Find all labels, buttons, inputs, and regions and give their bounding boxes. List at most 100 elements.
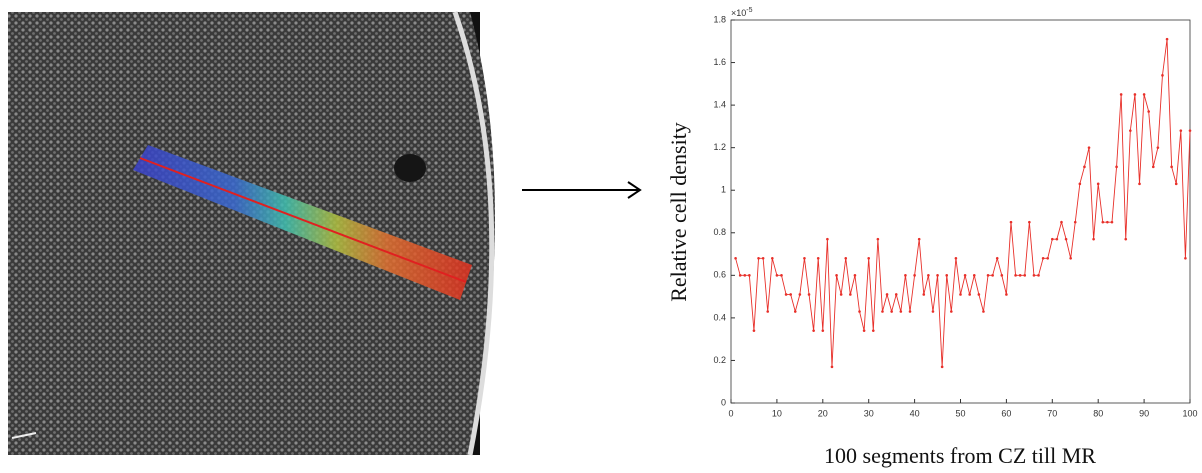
data-point [849, 293, 852, 296]
data-point [807, 293, 811, 296]
data-point [1115, 165, 1118, 169]
x-tick-label: 20 [818, 408, 828, 418]
data-point [940, 365, 944, 369]
data-point [775, 274, 779, 277]
data-point [743, 274, 747, 277]
data-point [784, 293, 788, 296]
data-point [1179, 129, 1183, 132]
data-point [871, 329, 875, 332]
data-point [1129, 129, 1132, 132]
data-point [1119, 93, 1123, 96]
data-point [1014, 274, 1017, 277]
data-point [954, 257, 958, 260]
data-point [766, 310, 770, 313]
plot-frame [730, 19, 1191, 404]
y-tick-label: 1.8 [713, 14, 726, 24]
y-tick-label: 0 [721, 397, 726, 407]
arrow [522, 181, 642, 199]
x-tick-label: 50 [955, 408, 965, 418]
data-point [1092, 237, 1095, 241]
data-point [1096, 182, 1100, 186]
data-point [780, 274, 783, 277]
data-point [798, 293, 802, 296]
data-point [771, 257, 774, 260]
data-point [986, 274, 990, 277]
data-point [858, 310, 861, 313]
data-point [968, 293, 971, 296]
data-point [830, 365, 834, 369]
x-tick-label: 10 [772, 408, 782, 418]
data-point [917, 237, 921, 241]
data-point [890, 310, 893, 313]
data-point [1110, 220, 1114, 224]
data-point [844, 257, 848, 260]
data-point [945, 274, 949, 277]
data-point [881, 310, 884, 313]
data-point [963, 274, 967, 277]
data-point [1133, 93, 1137, 96]
data-point [1106, 220, 1109, 224]
data-point [748, 274, 751, 277]
data-point [927, 274, 930, 277]
data-point [757, 257, 760, 260]
data-point [734, 257, 737, 260]
data-point [982, 310, 985, 313]
data-point [1188, 129, 1192, 132]
data-point [950, 310, 953, 313]
data-point [1069, 257, 1072, 260]
y-tick-label: 0.8 [713, 227, 726, 237]
x-tick-label: 100 [1182, 408, 1197, 418]
data-point [1073, 220, 1077, 224]
data-point [977, 293, 981, 296]
data-point [931, 310, 935, 313]
x-axis-label: 100 segments from CZ till MR [824, 443, 1096, 468]
data-point [1142, 93, 1146, 96]
data-point [1000, 274, 1004, 277]
data-point [922, 293, 926, 296]
data-point [885, 293, 889, 296]
data-point [1060, 220, 1063, 224]
x-tick-label: 30 [864, 408, 874, 418]
data-point [1170, 165, 1173, 169]
y-tick-label: 0.4 [713, 312, 726, 322]
data-point [1165, 37, 1169, 41]
y-tick-label: 1.2 [713, 142, 726, 152]
data-point [1087, 146, 1091, 149]
data-point [959, 293, 962, 296]
y-tick-label: 1 [721, 185, 726, 195]
microscopy-image [8, 11, 495, 456]
y-tick-label: 1.6 [713, 57, 726, 67]
data-point [1156, 146, 1160, 149]
y-tick-label: 0.2 [713, 355, 726, 365]
data-point [1005, 293, 1008, 296]
data-point [1078, 182, 1082, 186]
data-point [904, 274, 907, 277]
data-point [793, 310, 797, 313]
data-point [1009, 220, 1013, 224]
data-point [894, 293, 898, 296]
data-point [1018, 274, 1022, 277]
data-point [1161, 74, 1164, 77]
data-point [789, 293, 792, 296]
x-tick-label: 0 [728, 408, 733, 418]
y-tick-label: 1.4 [713, 99, 726, 109]
data-point [995, 257, 999, 260]
data-point [1064, 237, 1068, 241]
data-point [1138, 182, 1141, 186]
data-point [899, 310, 903, 313]
data-point [1151, 165, 1155, 169]
data-point [913, 274, 916, 277]
data-point [1023, 274, 1027, 277]
y-tick-label: 0.6 [713, 270, 726, 280]
data-point [1101, 220, 1105, 224]
data-point [972, 274, 976, 277]
data-point [1184, 257, 1187, 260]
data-point [1124, 237, 1128, 241]
data-point [1046, 257, 1050, 260]
x-tick-label: 40 [910, 408, 920, 418]
x-tick-label: 80 [1093, 408, 1103, 418]
data-point [1037, 274, 1040, 277]
data-point [803, 257, 806, 260]
data-point [1028, 220, 1031, 224]
